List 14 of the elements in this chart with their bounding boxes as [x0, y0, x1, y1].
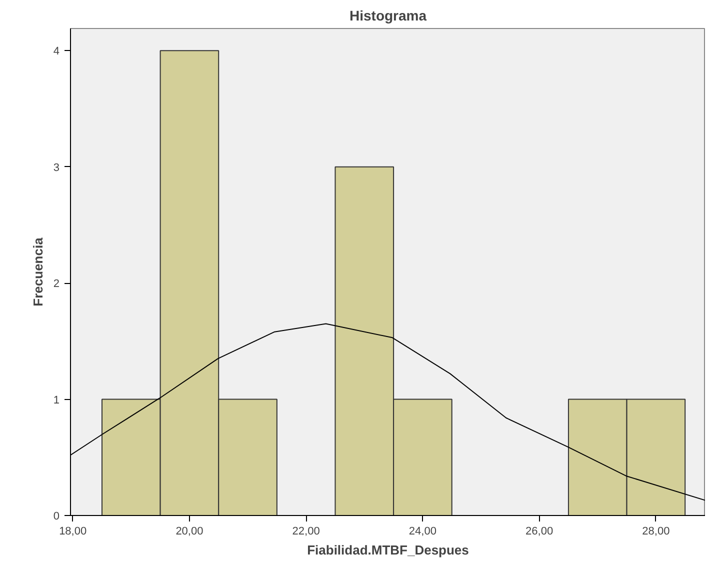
y-tick-label: 3	[53, 162, 60, 174]
x-tick-label: 20,00	[176, 526, 204, 538]
y-tick-label: 1	[53, 394, 60, 406]
y-tick-label: 2	[53, 278, 60, 290]
y-tick-label: 0	[53, 510, 60, 522]
x-tick-label: 18,00	[59, 526, 87, 538]
x-tick-label: 28,00	[642, 526, 670, 538]
x-tick-label: 24,00	[408, 526, 436, 538]
chart-title: Histograma	[349, 8, 427, 24]
x-axis-title: Fiabilidad.MTBF_Despues	[307, 542, 469, 558]
x-tick-label: 26,00	[526, 526, 554, 538]
y-tick-label: 4	[53, 46, 60, 58]
x-tick-label: 22,00	[292, 526, 320, 538]
y-axis-title: Frecuencia	[30, 236, 46, 306]
